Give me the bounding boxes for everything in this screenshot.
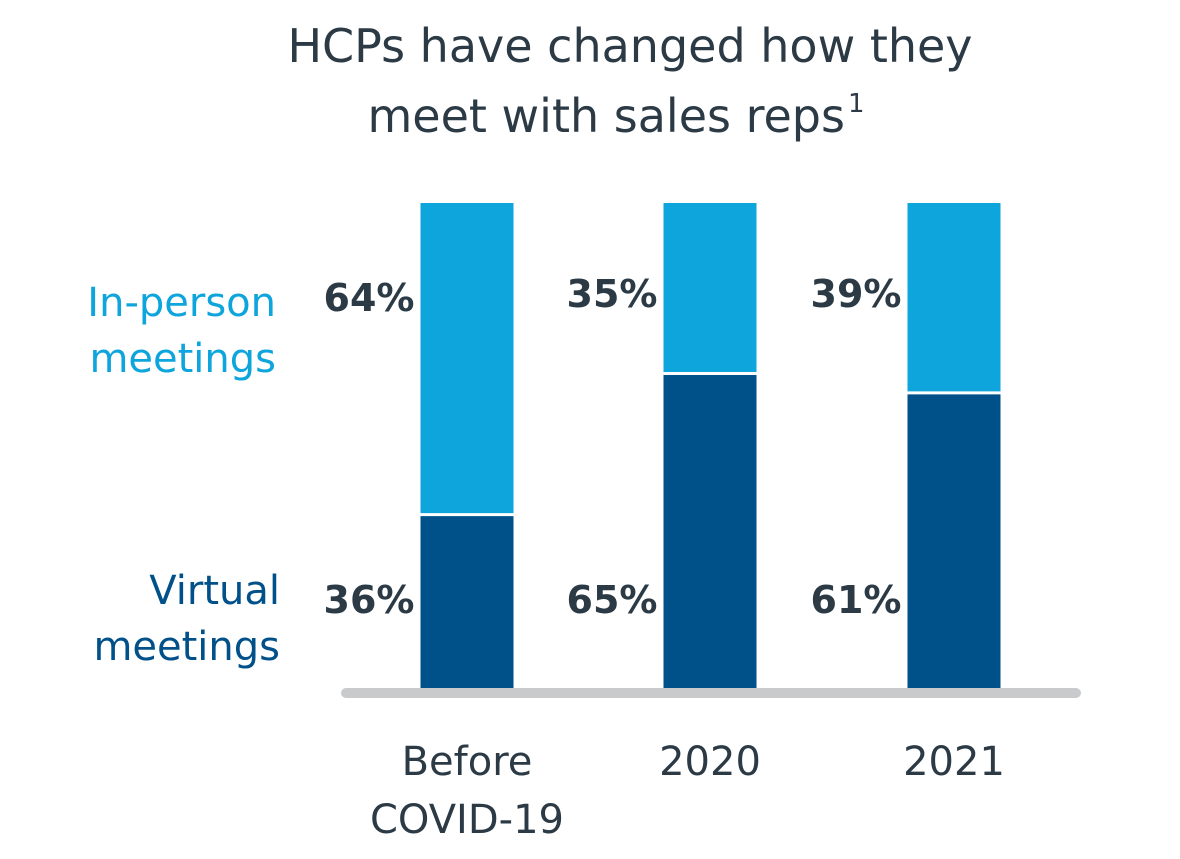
value-label-in-person-0: 64% [324,276,415,320]
chart-title-line-2: meet with sales reps 1 [367,89,864,143]
category-labels-group: Before COVID-19 2020 2021 [370,739,1005,843]
bar-virtual-2 [907,392,1001,690]
value-labels-group: 36% 64% 65% 35% 61% 39% [324,272,902,622]
bars-group [420,203,1001,690]
bar-in-person-1 [663,203,757,374]
category-label-0-line-2: COVID-19 [370,797,564,843]
bar-in-person-2 [907,203,1001,393]
value-label-virtual-2: 61% [811,578,902,622]
legend-virtual-line-1: Virtual [149,568,280,614]
value-label-in-person-1: 35% [567,272,658,316]
bar-in-person-0 [420,203,514,515]
bar-virtual-0 [420,514,514,690]
category-label-2: 2021 [903,739,1005,785]
legend-in-person-line-1: In-person [87,280,276,326]
value-label-virtual-1: 65% [567,578,658,622]
chart-title-line-2-text: meet with sales reps [367,89,844,143]
legend-virtual-line-2: meetings [93,624,280,670]
value-label-in-person-2: 39% [811,272,902,316]
value-label-virtual-0: 36% [324,578,415,622]
chart-title-footnote: 1 [848,89,865,119]
bar-virtual-1 [663,373,757,690]
category-label-1: 2020 [659,739,761,785]
chart-title-line-1: HCPs have changed how they [287,19,972,73]
legend-in-person-line-2: meetings [89,336,276,382]
category-label-0-line-1: Before [402,739,533,785]
